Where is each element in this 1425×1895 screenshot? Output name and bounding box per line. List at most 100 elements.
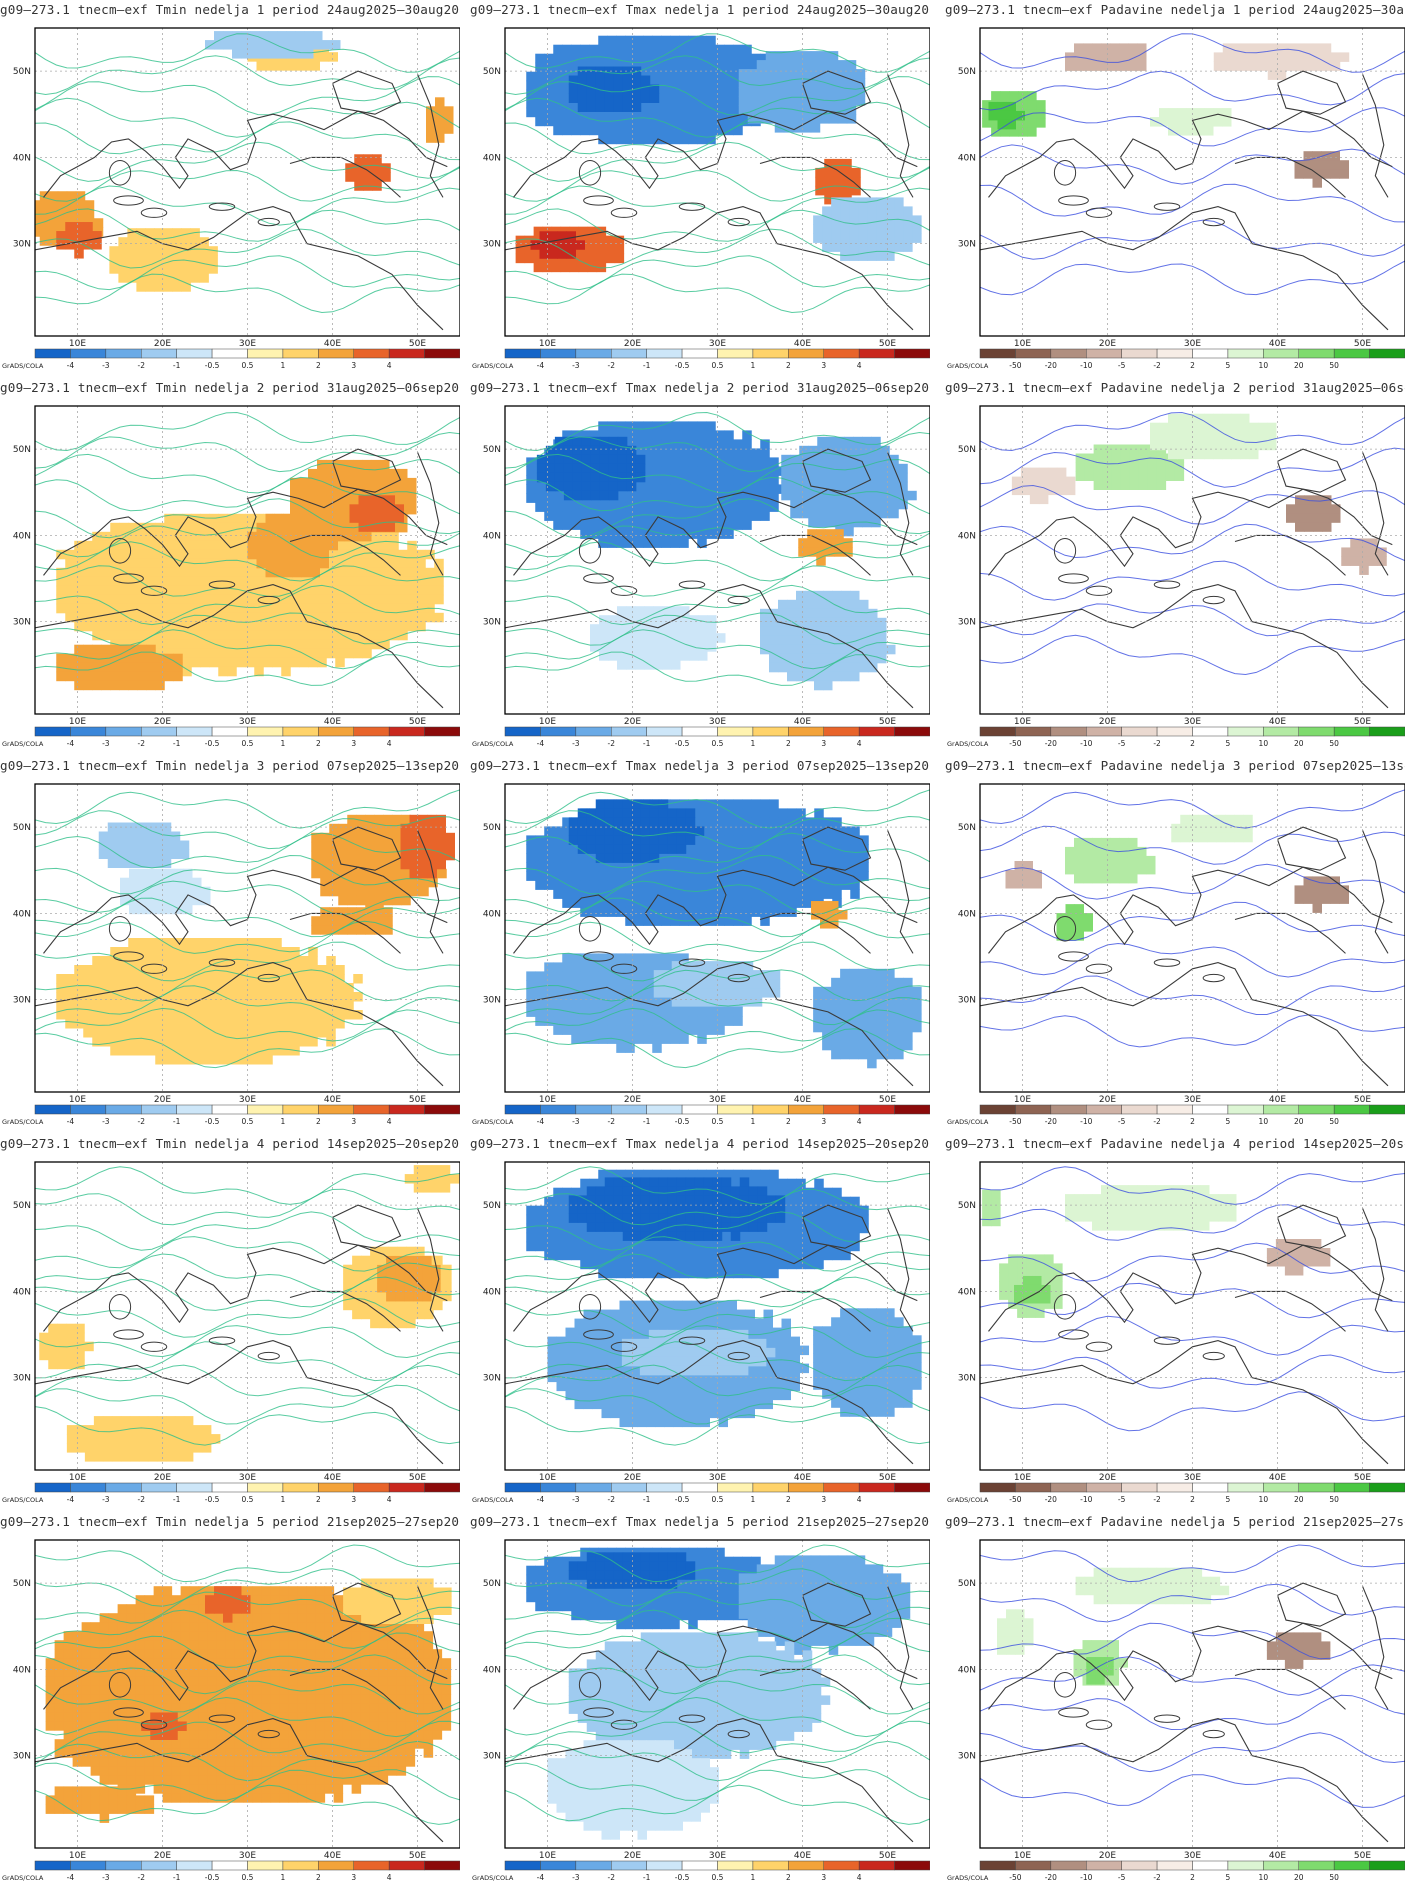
colorbar-swatch [1121, 1482, 1158, 1493]
map-area: 50N 40N 30N 10E 20E 30E 40E 50E [483, 1161, 930, 1483]
colorbar-swatch [1263, 1860, 1300, 1871]
colorbar-swatch [353, 1860, 390, 1871]
lon-tick-label: 50E [409, 1473, 426, 1483]
colorbar-swatch [1050, 1482, 1087, 1493]
map-figure: 50N 40N 30N 10E 20E 30E 40E 50E -4 -3 -2 -1 -0.5 0.5 1… [2, 783, 460, 1126]
colorbar: -4 -3 -2 -1 -0.5 0.5 1 2 3 4 GrADS/COLA [472, 348, 930, 370]
map-figure: 50N 40N 30N 10E 20E 30E 40E 50E -4 -3 -2 -1 -0.5 0.5 1… [472, 1161, 930, 1504]
lon-tick-label: 30E [239, 717, 256, 727]
colorbar-swatch [979, 1104, 1016, 1115]
lon-tick-label: 50E [409, 1095, 426, 1105]
colorbar-tick-label: 4 [857, 1873, 862, 1882]
colorbar-tick-label: -3 [102, 361, 110, 370]
colorbar-swatch [1086, 348, 1122, 359]
lon-tick-label: 50E [879, 717, 896, 727]
colorbar-tick-label: 1 [281, 1495, 286, 1504]
colorbar-swatch [318, 1104, 355, 1115]
colorbar-swatch [979, 1860, 1016, 1871]
colorbar-tick-label: -2 [608, 739, 616, 748]
lat-tick-label: 50N [483, 445, 501, 455]
map-area: 50N 40N 30N 10E 20E 30E 40E 50E [483, 405, 930, 727]
colorbar-tick-label: -2 [138, 739, 146, 748]
colorbar-tick-label: 10 [1259, 1117, 1269, 1126]
panel-title: g09–273.1 tnecm–exf Tmin nedelja 5 perio… [0, 1514, 460, 1529]
colorbar-swatch [141, 348, 177, 359]
panel-title: g09–273.1 tnecm–exf Padavine nedelja 4 p… [945, 1136, 1405, 1151]
lon-tick-label: 30E [1184, 717, 1201, 727]
lon-tick-label: 50E [1354, 1095, 1371, 1105]
colorbar-swatch [1192, 1482, 1229, 1493]
lon-tick-label: 20E [624, 1851, 641, 1861]
colorbar-swatch [540, 1860, 577, 1871]
colorbar-swatch [1369, 1482, 1405, 1493]
lon-tick-label: 50E [879, 1473, 896, 1483]
map-area: 50N 40N 30N 10E 20E 30E 40E 50E [483, 1539, 930, 1861]
panel-tmax-week-1: 50N 40N 30N 10E 20E 30E 40E 50E -4 -3 -2 -1 -0.5 0.5 1… [470, 0, 930, 378]
panel-title: g09–273.1 tnecm–exf Padavine nedelja 2 p… [945, 380, 1405, 395]
colorbar-tick-label: 3 [821, 1873, 826, 1882]
colorbar-tick-label: 1 [751, 1873, 756, 1882]
colorbar-tick-label: -20 [1045, 1117, 1057, 1126]
colorbar-swatch [353, 1482, 390, 1493]
colorbar-tick-label: -50 [1009, 1495, 1021, 1504]
lon-tick-label: 50E [879, 1851, 896, 1861]
colorbar-swatch [388, 1104, 425, 1115]
colorbar-tick-label: 0.5 [242, 1117, 254, 1126]
colorbar-swatch [823, 1860, 860, 1871]
colorbar-swatch [1333, 726, 1370, 737]
colorbar-swatch [211, 348, 248, 359]
colorbar-tick-label: 3 [351, 1117, 356, 1126]
panel-title: g09–273.1 tnecm–exf Tmin nedelja 1 perio… [0, 2, 460, 17]
colorbar-swatch [1156, 726, 1193, 737]
lat-tick-label: 30N [13, 240, 31, 250]
colorbar-tick-label: 4 [857, 1117, 862, 1126]
colorbar-swatch [247, 1482, 284, 1493]
colorbar-tick-label: 2 [1190, 1873, 1195, 1882]
lon-tick-label: 10E [69, 1095, 86, 1105]
colorbar-tick-label: 0.5 [242, 361, 254, 370]
colorbar-swatch [424, 1104, 460, 1115]
colorbar-tick-label: -1 [173, 1495, 181, 1504]
colorbar-tick-label: -1 [173, 739, 181, 748]
colorbar-swatch [1192, 1104, 1229, 1115]
map-area: 50N 40N 30N 10E 20E 30E 40E 50E [13, 1161, 460, 1483]
colorbar: -50 -20 -10 -5 -2 2 5 10 20 50 GrADS/COLA [947, 1104, 1405, 1126]
colorbar-tick-label: -20 [1045, 1495, 1057, 1504]
map-area: 50N 40N 30N 10E 20E 30E 40E 50E [958, 27, 1405, 349]
colorbar-tick-label: 5 [1226, 1873, 1231, 1882]
map-figure: 50N 40N 30N 10E 20E 30E 40E 50E -4 -3 -2 -1 -0.5 0.5 1… [472, 27, 930, 370]
colorbar-swatch [353, 1104, 390, 1115]
map-area: 50N 40N 30N 10E 20E 30E 40E 50E [13, 783, 460, 1105]
panel-precip-week-3: 50N 40N 30N 10E 20E 30E 40E 50E -50 -20 -10 -5 -2 2 5 1… [945, 756, 1405, 1134]
lat-tick-label: 30N [958, 1374, 976, 1384]
colorbar-swatch [1298, 1482, 1335, 1493]
colorbar-tick-label: 5 [1226, 1117, 1231, 1126]
colorbar-swatch [141, 1860, 177, 1871]
lon-tick-label: 30E [1184, 1473, 1201, 1483]
map-figure: 50N 40N 30N 10E 20E 30E 40E 50E -4 -3 -2 -1 -0.5 0.5 1… [2, 27, 460, 370]
colorbar-swatch [1333, 1104, 1370, 1115]
colorbar-swatch [858, 726, 895, 737]
colorbar-tick-label: -0.5 [675, 1117, 690, 1126]
lon-tick-label: 10E [69, 1473, 86, 1483]
colorbar-tick-label: -50 [1009, 361, 1021, 370]
lon-tick-label: 20E [624, 717, 641, 727]
panel-tmax-week-3: 50N 40N 30N 10E 20E 30E 40E 50E -4 -3 -2 -1 -0.5 0.5 1… [470, 756, 930, 1134]
colorbar-tick-label: -3 [572, 1495, 580, 1504]
lat-tick-label: 40N [13, 531, 31, 541]
colorbar-swatch [1263, 348, 1300, 359]
colorbar-tick-label: -5 [1118, 361, 1126, 370]
lon-tick-label: 40E [324, 1095, 341, 1105]
colorbar: -4 -3 -2 -1 -0.5 0.5 1 2 3 4 GrADS/COLA [2, 726, 460, 748]
colorbar-swatch [1369, 1860, 1405, 1871]
colorbar-tick-label: 0.5 [712, 739, 724, 748]
colorbar-swatch [247, 348, 284, 359]
colorbar-tick-label: -0.5 [205, 739, 220, 748]
colorbar-swatch [1263, 1482, 1300, 1493]
colorbar-swatch [504, 1482, 541, 1493]
colorbar-swatch [1156, 348, 1193, 359]
panel-title: g09–273.1 tnecm–exf Tmax nedelja 5 perio… [470, 1514, 930, 1529]
panel-title: g09–273.1 tnecm–exf Padavine nedelja 5 p… [945, 1514, 1405, 1529]
colorbar-swatch [575, 348, 612, 359]
panel-precip-week-2: 50N 40N 30N 10E 20E 30E 40E 50E -50 -20 -10 -5 -2 2 5 1… [945, 378, 1405, 756]
